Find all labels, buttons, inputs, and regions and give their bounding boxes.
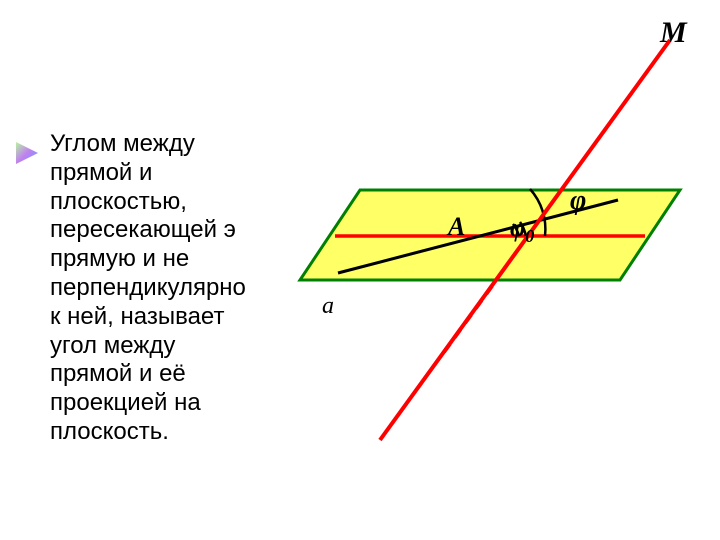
label-phi0: φ0 — [510, 213, 534, 247]
label-A: A — [448, 212, 465, 242]
label-phi: φ — [570, 185, 586, 217]
label-a: a — [322, 293, 334, 320]
geometry-diagram — [220, 20, 720, 460]
bullet-icon — [14, 140, 46, 172]
label-M: M — [660, 16, 687, 50]
